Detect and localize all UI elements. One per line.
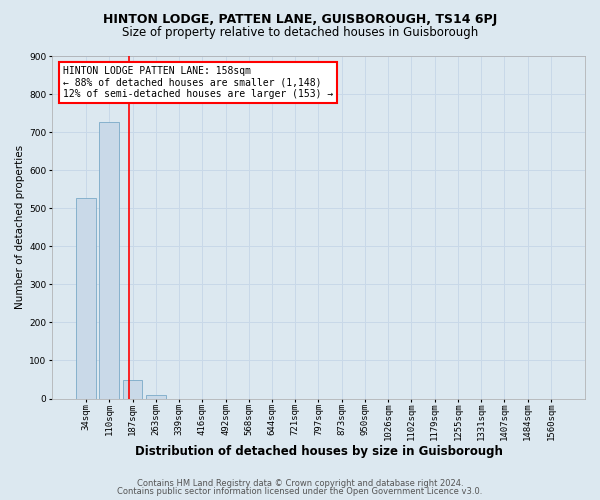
Text: Contains public sector information licensed under the Open Government Licence v3: Contains public sector information licen… xyxy=(118,487,482,496)
X-axis label: Distribution of detached houses by size in Guisborough: Distribution of detached houses by size … xyxy=(134,444,502,458)
Text: HINTON LODGE, PATTEN LANE, GUISBOROUGH, TS14 6PJ: HINTON LODGE, PATTEN LANE, GUISBOROUGH, … xyxy=(103,12,497,26)
Text: HINTON LODGE PATTEN LANE: 158sqm
← 88% of detached houses are smaller (1,148)
12: HINTON LODGE PATTEN LANE: 158sqm ← 88% o… xyxy=(62,66,333,100)
Bar xyxy=(146,394,166,398)
Text: Contains HM Land Registry data © Crown copyright and database right 2024.: Contains HM Land Registry data © Crown c… xyxy=(137,478,463,488)
Bar xyxy=(122,380,142,398)
Bar xyxy=(76,198,96,398)
Bar xyxy=(100,122,119,398)
Text: Size of property relative to detached houses in Guisborough: Size of property relative to detached ho… xyxy=(122,26,478,39)
Y-axis label: Number of detached properties: Number of detached properties xyxy=(15,145,25,310)
